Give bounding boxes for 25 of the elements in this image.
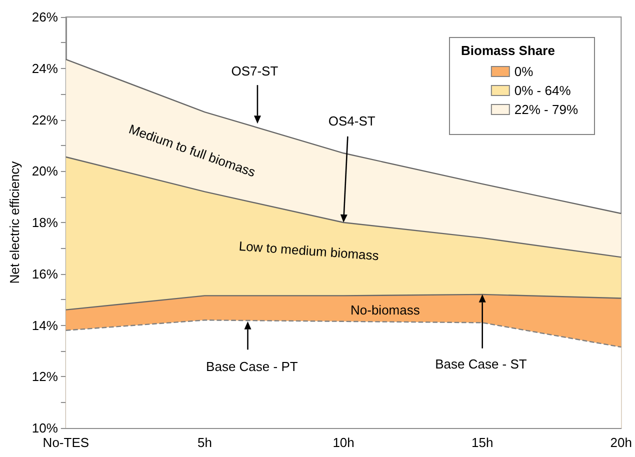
y-tick-label: 18% xyxy=(32,215,58,230)
y-tick-label: 16% xyxy=(32,266,58,282)
x-tick-label: 15h xyxy=(471,435,494,450)
y-tick-label: 10% xyxy=(32,420,58,436)
x-tick-label: 5h xyxy=(197,435,212,450)
x-tick-label: 10h xyxy=(332,435,354,450)
x-tick-label: 20h xyxy=(610,435,632,450)
y-tick-label: 26% xyxy=(32,10,58,24)
y-tick-label: 20% xyxy=(32,164,58,179)
y-tick-label: 22% xyxy=(32,112,58,128)
x-tick-label: No-TES xyxy=(42,435,90,450)
y-tick-label: 14% xyxy=(32,318,58,333)
legend-label: 0% xyxy=(514,64,534,79)
legend-title: Biomass Share xyxy=(461,43,555,58)
legend-label: 22% - 79% xyxy=(514,102,578,117)
y-axis-title: Net electric efficiency xyxy=(7,160,22,284)
annotation: Low to medium biomass xyxy=(238,238,380,264)
legend-label: 0% - 64% xyxy=(514,83,572,98)
y-tick-label: 24% xyxy=(32,60,58,76)
annotation: No-biomass xyxy=(350,302,420,318)
annotation: Base Case - PT xyxy=(206,358,298,374)
annotation: Base Case - ST xyxy=(435,356,527,372)
annotation: OS4-ST xyxy=(328,114,376,129)
y-tick-label: 12% xyxy=(32,369,58,384)
annotation: OS7-ST xyxy=(231,63,278,78)
